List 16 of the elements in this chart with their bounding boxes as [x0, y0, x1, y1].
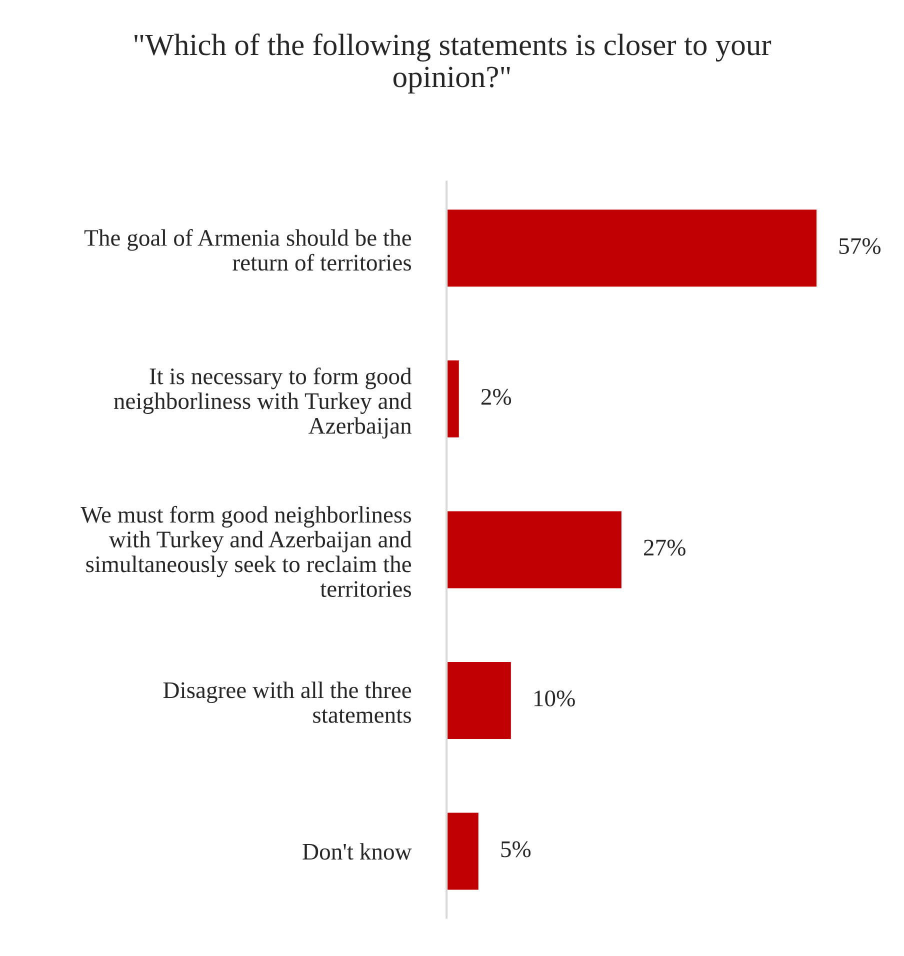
bar [446, 811, 480, 892]
y-tick-label: It is necessary to form good neighborliness with Turkey and Azerbaijan [114, 367, 412, 439]
bar [446, 359, 460, 439]
bar [446, 510, 623, 590]
bar [446, 208, 818, 288]
data-label: 10% [534, 690, 575, 706]
y-tick-label: Disagree with all the three statements [163, 682, 412, 723]
data-label: 27% [644, 540, 686, 556]
data-label: 57% [839, 238, 881, 254]
y-tick-label: We must form good neighborliness with Turkey and Azerbaijan and simultaneously seek to reclaim the territories [80, 506, 412, 598]
bar [446, 660, 512, 740]
y-tick-label: The goal of Armenia should be the return of territories [84, 229, 412, 271]
chart-title: "Which of the following statements is closer to your opinion?" [134, 33, 772, 94]
data-label: 2% [481, 388, 512, 405]
y-tick-label: Don't know [302, 843, 412, 860]
data-label: 5% [501, 841, 531, 858]
